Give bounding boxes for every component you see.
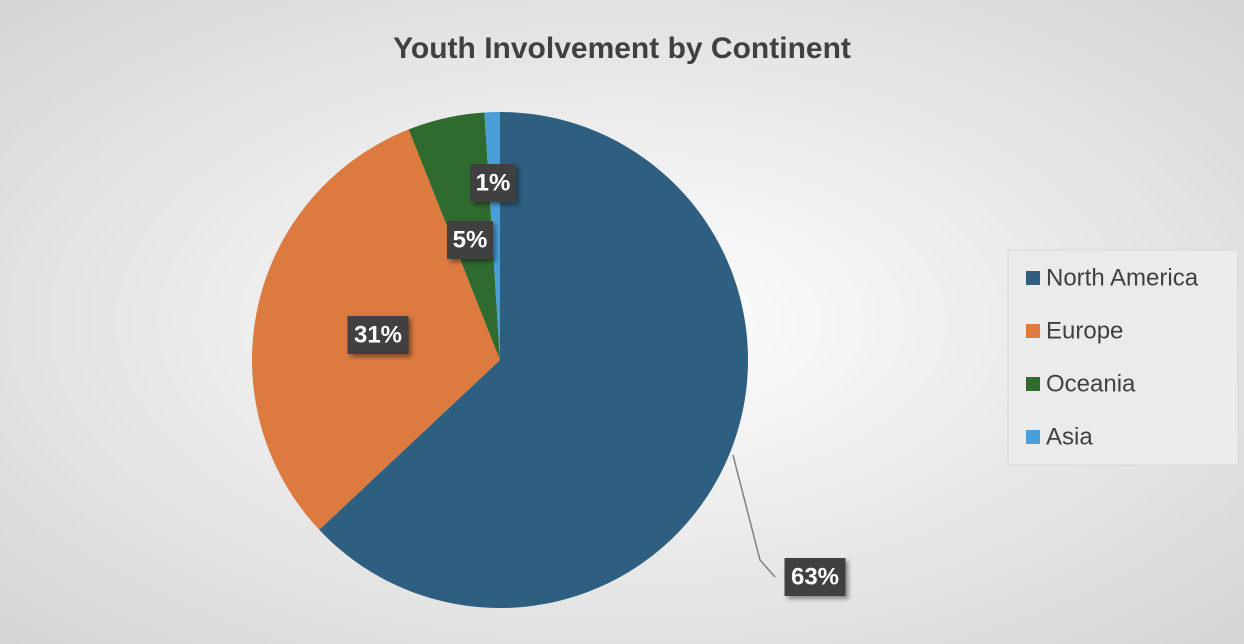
legend-label: Oceania bbox=[1046, 370, 1136, 397]
data-label-box bbox=[447, 221, 493, 259]
legend-swatch bbox=[1026, 271, 1040, 285]
legend-swatch bbox=[1026, 324, 1040, 338]
data-label-box bbox=[784, 558, 846, 596]
chart-title: Youth Involvement by Continent bbox=[393, 32, 851, 65]
legend-swatch bbox=[1026, 377, 1040, 391]
data-label: 1% bbox=[476, 169, 511, 196]
data-label: 31% bbox=[354, 321, 402, 348]
legend-label: Asia bbox=[1046, 423, 1093, 450]
legend-box bbox=[1007, 249, 1239, 466]
legend-label: North America bbox=[1046, 264, 1199, 291]
pie-slice bbox=[319, 112, 748, 608]
data-label: 5% bbox=[453, 226, 488, 253]
legend-swatch bbox=[1026, 430, 1040, 444]
data-label: 63% bbox=[791, 563, 839, 590]
data-label-box bbox=[470, 164, 516, 202]
leader-line bbox=[732, 454, 776, 578]
legend-label: Europe bbox=[1046, 317, 1123, 344]
data-label-box bbox=[347, 316, 409, 354]
